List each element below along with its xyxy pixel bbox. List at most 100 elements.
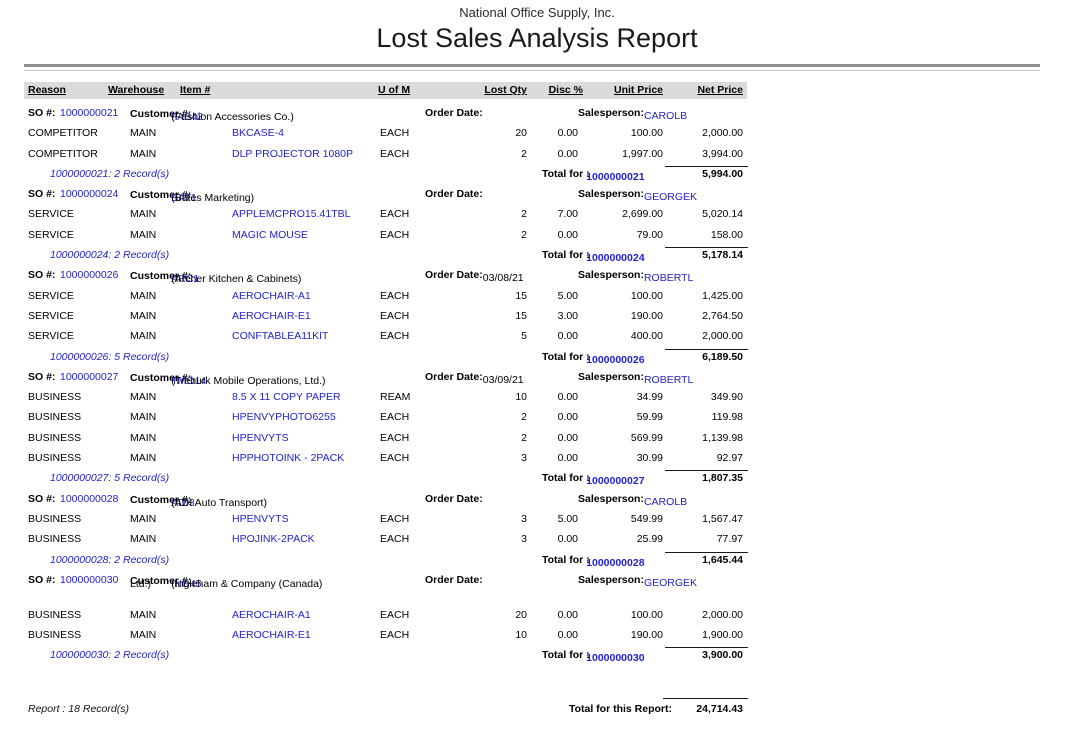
customer-name: (Ingleham & Company (Canada) <box>171 577 323 590</box>
group-total-overline <box>665 165 748 167</box>
salesperson-name-link[interactable]: ROBERTL <box>643 373 694 386</box>
group-header-row: SO #: 1000000027 Customer #: TMO14 (Trebur… <box>0 368 1074 388</box>
salesperson-name-link[interactable]: GEORGEK <box>643 576 698 589</box>
salesperson-label: Salesperson: <box>578 370 644 383</box>
group-total-value: 1,807.35 <box>702 472 743 485</box>
disc-percent-cell: 0.00 <box>557 533 578 546</box>
warehouse-cell: MAIN <box>130 309 157 322</box>
reason-cell: BUSINESS <box>28 411 82 424</box>
column-header-reason: Reason <box>28 84 66 96</box>
item-number-link[interactable]: CONFTABLEA11KIT <box>232 330 329 343</box>
salesperson-name-link[interactable]: CAROLB <box>643 495 688 508</box>
net-price-cell: 2,000.00 <box>702 127 743 140</box>
customer-cell: Customer #: ARC1 (Archer Kitchen & Cabin… <box>130 269 450 286</box>
column-header-lost-qty: Lost Qty <box>484 84 527 96</box>
uom-cell: EACH <box>380 309 410 322</box>
item-number-link[interactable]: APPLEMCPRO15.41TBL <box>232 208 351 221</box>
column-header-uom: U of M <box>378 84 411 96</box>
column-header-item: Item # <box>180 84 211 96</box>
item-number-link[interactable]: MAGIC MOUSE <box>232 228 308 241</box>
group-total-value: 1,645.44 <box>702 553 743 566</box>
warehouse-cell: MAIN <box>130 452 157 465</box>
lost-qty-cell: 15 <box>515 289 527 302</box>
warehouse-cell: MAIN <box>130 147 157 160</box>
group-record-note: 1000000028: 2 Record(s) <box>50 553 170 566</box>
item-number-link[interactable]: AEROCHAIR-A1 <box>232 289 311 302</box>
salesperson-name-link[interactable]: CAROLB <box>643 110 688 122</box>
so-number-link[interactable]: 1000000030 <box>60 573 119 586</box>
unit-price-cell: 400.00 <box>630 330 663 343</box>
salesperson-name-link[interactable]: GEORGEK <box>643 191 698 204</box>
item-number-link[interactable]: HPOJINK-2PACK <box>232 533 315 546</box>
disc-percent-cell: 0.00 <box>557 411 578 424</box>
reason-cell: SERVICE <box>28 228 74 241</box>
so-number-link[interactable]: 1000000027 <box>60 370 119 383</box>
so-label: SO #: <box>28 573 56 586</box>
reason-cell: COMPETITOR <box>28 127 98 140</box>
group-total-so-link[interactable]: 1000000024 <box>586 252 645 265</box>
item-row: BUSINESS MAIN HPENVYTS EACH 3 5.00 549.99 1,567… <box>0 510 1074 530</box>
customer-name: (Archer Kitchen & Cabinets) <box>171 273 302 286</box>
uom-cell: EACH <box>380 533 410 546</box>
item-number-link[interactable]: HPENVYTS <box>232 512 289 525</box>
salesperson-cell: Salesperson: ROBERTL <box>578 269 693 284</box>
so-number-link[interactable]: 1000000026 <box>60 269 119 282</box>
unit-price-cell: 190.00 <box>630 629 663 642</box>
item-number-link[interactable]: AEROCHAIR-A1 <box>232 608 311 621</box>
customer-label: Customer #: <box>130 108 192 120</box>
salesperson-cell: Salesperson: CAROLB <box>578 107 687 122</box>
disc-percent-cell: 0.00 <box>557 391 578 404</box>
so-number-link[interactable]: 1000000021 <box>60 107 119 119</box>
header-rule-thin <box>24 70 1040 71</box>
report-total-label: Total for this Report: <box>568 702 672 715</box>
order-date-cell: Order Date: 03/09/21 <box>425 371 524 386</box>
item-number-link[interactable]: HPENVYPHOTO6255 <box>232 411 336 424</box>
so-number-link[interactable]: 1000000024 <box>60 188 119 201</box>
disc-percent-cell: 0.00 <box>557 127 578 140</box>
unit-price-cell: 569.99 <box>630 431 663 444</box>
reason-cell: SERVICE <box>28 289 74 302</box>
so-number-link[interactable]: 1000000028 <box>60 492 119 505</box>
group-total-so-link[interactable]: 1000000021 <box>586 170 645 183</box>
salesperson-name-link[interactable]: ROBERTL <box>643 272 694 285</box>
warehouse-cell: MAIN <box>130 411 157 424</box>
group-header-row: SO #: 1000000024 Customer #: BAT1 (Bates M… <box>0 185 1074 205</box>
disc-percent-cell: 0.00 <box>557 629 578 642</box>
salesperson-cell: Salesperson: GEORGEK <box>578 188 697 203</box>
report-record-count: Report : 18 Record(s) <box>28 702 129 715</box>
order-date-label: Order Date: <box>425 107 483 119</box>
disc-percent-cell: 5.00 <box>557 512 578 525</box>
lost-qty-cell: 2 <box>521 431 527 444</box>
net-price-cell: 158.00 <box>710 228 743 241</box>
group-total-so-link[interactable]: 1000000030 <box>586 652 645 665</box>
group-total-so-link[interactable]: 1000000026 <box>586 353 645 366</box>
item-number-link[interactable]: 8.5 X 11 COPY PAPER <box>232 391 341 404</box>
unit-price-cell: 1,997.00 <box>622 147 663 160</box>
reason-cell: BUSINESS <box>28 608 82 621</box>
group-record-note: 1000000024: 2 Record(s) <box>50 249 170 262</box>
item-row: SERVICE MAIN MAGIC MOUSE EACH 2 0.00 79.00 158.… <box>0 226 1074 246</box>
uom-cell: EACH <box>380 452 410 465</box>
item-number-link[interactable]: BKCASE-4 <box>232 127 284 140</box>
group-total-so-link[interactable]: 1000000028 <box>586 556 645 569</box>
item-number-link[interactable]: HPENVYTS <box>232 431 289 444</box>
order-date-cell: Order Date: <box>425 574 483 586</box>
customer-cell: Customer #: FAS42 (Fashion Accessories C… <box>130 107 450 123</box>
group-total-value: 6,189.50 <box>702 350 743 363</box>
group-total-overline <box>665 470 748 472</box>
group-total-value: 5,994.00 <box>702 167 743 180</box>
item-row: COMPETITOR MAIN DLP PROJECTOR 1080P EACH 2 0.… <box>0 145 1074 165</box>
item-number-link[interactable]: HPPHOTOINK - 2PACK <box>232 452 345 465</box>
order-date-label: Order Date: <box>425 188 483 201</box>
group-record-note: 1000000030: 2 Record(s) <box>50 649 170 662</box>
item-row: SERVICE MAIN APPLEMCPRO15.41TBL EACH 2 7.00 2,… <box>0 205 1074 225</box>
group-total-so-link[interactable]: 1000000027 <box>586 475 645 488</box>
order-date-label: Order Date: <box>425 269 483 282</box>
group-record-note: 1000000026: 5 Record(s) <box>50 350 170 363</box>
item-number-link[interactable]: AEROCHAIR-E1 <box>232 309 311 322</box>
warehouse-cell: MAIN <box>130 431 157 444</box>
report-footer: Report : 18 Record(s) Total for this Rep… <box>0 697 1074 721</box>
item-number-link[interactable]: DLP PROJECTOR 1080P <box>232 147 353 160</box>
item-number-link[interactable]: AEROCHAIR-E1 <box>232 629 311 642</box>
item-row: BUSINESS MAIN 8.5 X 11 COPY PAPER REAM 10 0.0… <box>0 388 1074 408</box>
